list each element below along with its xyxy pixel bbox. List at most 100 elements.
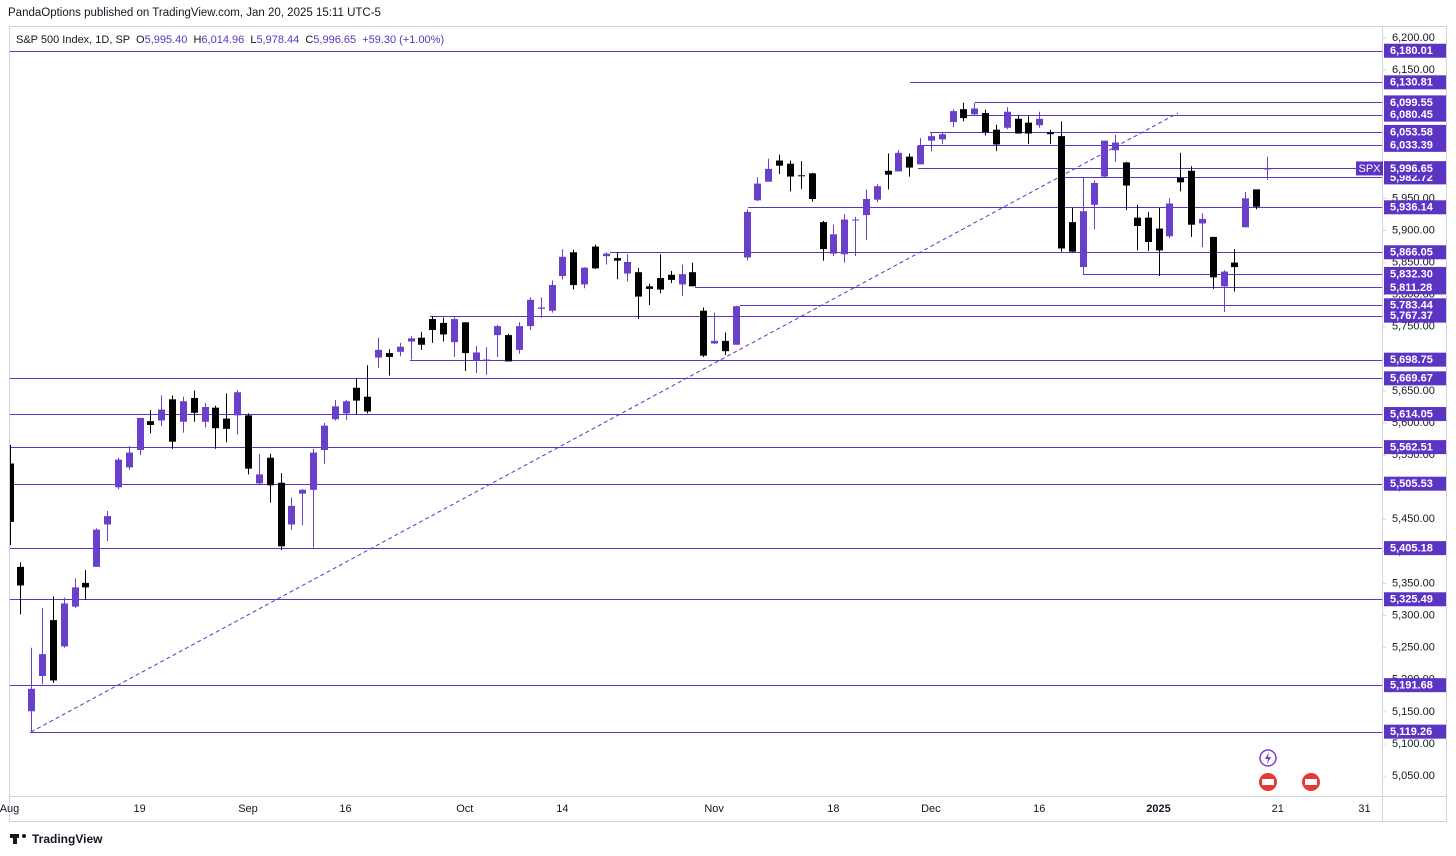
y-tick-label: 5,900.00 <box>1392 224 1435 236</box>
candle-body <box>646 286 653 289</box>
candle-body <box>1091 182 1098 205</box>
candle-body <box>950 111 957 123</box>
high-key: H <box>193 34 201 46</box>
candle-body <box>906 156 913 168</box>
candle-body <box>1123 162 1130 186</box>
candle-body <box>180 401 187 422</box>
logo-mark <box>22 834 26 838</box>
x-tick-label: Oct <box>456 803 473 815</box>
x-tick-label: 19 <box>133 803 145 815</box>
candle-body <box>1134 217 1141 226</box>
level-label: 5,698.75 <box>1390 354 1433 366</box>
candle-body <box>483 359 490 361</box>
level-label-box <box>1384 75 1446 90</box>
candle-body <box>885 170 892 175</box>
y-tick-label: 5,150.00 <box>1392 706 1435 718</box>
level-label-box <box>1384 280 1446 295</box>
candle-body <box>1058 136 1065 249</box>
trend-line <box>30 112 1179 733</box>
candle-body <box>212 407 219 429</box>
candle-body <box>1210 236 1217 278</box>
candle-body <box>10 463 14 522</box>
candle-body <box>668 274 675 280</box>
candle-body <box>169 399 176 442</box>
candle-body <box>1166 203 1173 237</box>
candle-body <box>137 417 144 451</box>
candle-body <box>299 489 306 494</box>
candle-body <box>332 406 339 420</box>
level-label-box <box>1384 592 1446 607</box>
candle-body <box>50 620 57 681</box>
candle-body <box>711 340 718 344</box>
candle-body <box>744 211 751 258</box>
candle-body <box>1036 118 1043 126</box>
candle-body <box>288 505 295 525</box>
candle-body <box>223 418 230 429</box>
candle-body <box>809 173 816 200</box>
candle-body <box>559 256 566 277</box>
y-tick-label: 5,300.00 <box>1392 610 1435 622</box>
level-label: 5,832.30 <box>1390 268 1433 280</box>
logo-mark <box>13 834 17 844</box>
candle-body <box>158 409 165 421</box>
close-value: 5,996.65 <box>313 34 356 46</box>
candle-body <box>353 387 360 401</box>
level-label: 6,080.45 <box>1390 109 1433 121</box>
y-tick-label: 5,850.00 <box>1392 256 1435 268</box>
candle-body <box>592 246 599 269</box>
candle-body <box>429 319 436 330</box>
symbol: S&P 500 Index, 1D, SP <box>16 34 130 46</box>
candle-body <box>993 129 1000 145</box>
open-key: O <box>136 34 145 46</box>
y-tick-label: 5,750.00 <box>1392 321 1435 333</box>
level-label: 5,767.37 <box>1390 310 1433 322</box>
x-tick-label: 16 <box>339 803 351 815</box>
candle-body <box>820 222 827 250</box>
level-label-box <box>1384 245 1446 260</box>
level-label: 6,180.01 <box>1390 45 1433 57</box>
logo-text: TradingView <box>32 832 103 846</box>
candle-body <box>440 322 447 335</box>
candle-body <box>787 163 794 177</box>
candle-body <box>1253 189 1260 207</box>
level-label-box <box>1384 43 1446 58</box>
level-label: 5,505.53 <box>1390 478 1433 490</box>
x-tick-label: Dec <box>921 803 941 815</box>
candle-body <box>1177 177 1184 183</box>
credit: PandaOptions published on TradingView.co… <box>8 7 381 19</box>
candle-body <box>1264 168 1271 170</box>
x-tick-label: 21 <box>1272 803 1284 815</box>
flag-stripe <box>1262 779 1274 785</box>
event-icons <box>1259 749 1320 791</box>
candle-body <box>418 337 425 345</box>
candle-body <box>82 582 89 588</box>
high-value: 6,014.96 <box>201 34 244 46</box>
symbol-tag-box <box>1356 161 1383 176</box>
level-label-box <box>1384 200 1446 215</box>
open-value: 5,995.40 <box>145 34 188 46</box>
level-label-box <box>1384 352 1446 367</box>
candle-body <box>61 603 68 647</box>
candle-body <box>917 145 924 165</box>
candle-body <box>451 319 458 343</box>
candle-body <box>386 353 393 357</box>
y-tick-label: 5,050.00 <box>1392 770 1435 782</box>
candle-body <box>776 160 783 166</box>
x-tick-label: Aug <box>0 803 19 815</box>
change: +59.30 (+1.00%) <box>362 34 444 46</box>
candle-body <box>971 108 978 115</box>
candle-body <box>39 654 46 676</box>
level-label-box <box>1384 137 1446 152</box>
candle-body <box>863 199 870 216</box>
candle-body <box>1080 211 1087 268</box>
candle-body <box>635 272 642 297</box>
candle-body <box>1004 111 1011 128</box>
candle-body <box>364 396 371 412</box>
level-label: 6,053.58 <box>1390 126 1433 138</box>
level-label: 5,405.18 <box>1390 543 1433 555</box>
flag-stripe <box>1305 779 1317 785</box>
y-tick-label: 5,100.00 <box>1392 738 1435 750</box>
candle-body <box>657 277 664 290</box>
level-label-box <box>1384 440 1446 455</box>
